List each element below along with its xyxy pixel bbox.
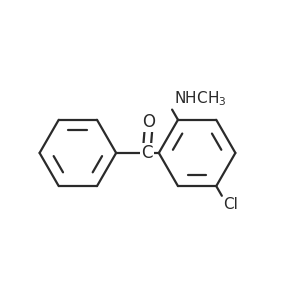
Text: C: C: [141, 144, 153, 162]
Text: O: O: [142, 113, 155, 131]
Text: NHCH$_3$: NHCH$_3$: [174, 89, 226, 108]
Text: Cl: Cl: [223, 197, 238, 212]
